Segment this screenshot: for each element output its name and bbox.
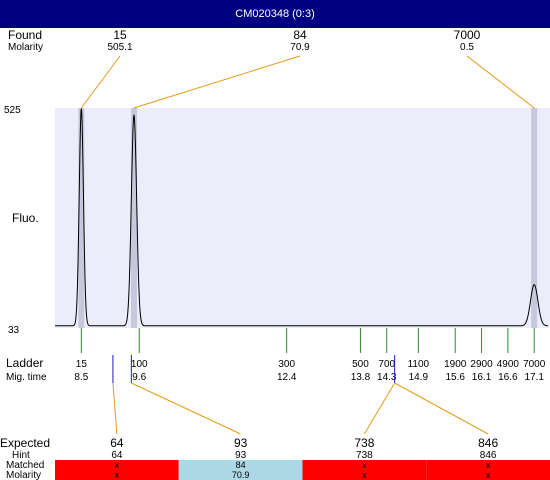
ladder-row-label: Ladder: [6, 356, 43, 370]
expected-molarity-0: x: [115, 470, 120, 480]
ladder-mig-time-5: 14.9: [409, 372, 429, 383]
expected-row-label: Expected: [0, 436, 50, 450]
ladder-mig-time-1: 9.6: [132, 372, 146, 383]
expected-status-cell-3: [426, 460, 550, 480]
ladder-mig-time-8: 16.6: [498, 372, 518, 383]
expected-molarity-2: x: [362, 470, 367, 480]
expected-molarity-1: 70.9: [232, 470, 250, 480]
ladder-size-5: 1100: [408, 359, 430, 370]
expected-connector-3: [394, 382, 489, 435]
expected-matched-1: 84: [236, 460, 246, 470]
expected-size-0: 64: [110, 436, 124, 450]
title-bar: CM020348 (0:3): [0, 0, 550, 28]
expected-hint-0: 64: [111, 450, 123, 461]
window-title: CM020348 (0:3): [235, 8, 315, 20]
expected-connector-2: [363, 382, 396, 435]
molarity-row-label: Molarity: [8, 42, 43, 53]
fluorescence-trace: [55, 108, 548, 327]
expected-status-cell-1: [178, 460, 303, 480]
expected-hint-2: 738: [356, 450, 373, 461]
found-molarity-1: 70.9: [290, 42, 310, 53]
ladder-size-2: 300: [278, 359, 295, 370]
expected-size-2: 738: [354, 436, 374, 450]
expected-connector-0: [112, 382, 118, 435]
expected-matched-3: x: [486, 460, 491, 470]
found-size-2: 7000: [454, 28, 481, 42]
expected-matched-0: x: [115, 460, 120, 470]
ladder-mig-time-0: 8.5: [74, 372, 88, 383]
found-connector-0: [80, 55, 121, 109]
expected-status-cell-0: [55, 460, 179, 480]
expected-size-1: 93: [234, 436, 248, 450]
ladder-mig-time-4: 14.3: [377, 372, 397, 383]
y-axis-label: Fluo.: [12, 211, 39, 225]
ladder-mig-time-7: 16.1: [472, 372, 492, 383]
y-tick-bottom: 33: [8, 325, 20, 336]
ladder-size-1: 100: [131, 359, 148, 370]
mig-time-row-label: Mig. time: [6, 372, 47, 383]
ladder-size-7: 2900: [470, 359, 493, 370]
expected-hint-3: 846: [480, 450, 497, 461]
found-molarity-2: 0.5: [460, 42, 474, 53]
hint-row-label: Hint: [12, 450, 30, 461]
molarity-bottom-label: Molarity: [6, 470, 41, 480]
peak-band-0: [78, 108, 85, 328]
ladder-size-4: 700: [378, 359, 395, 370]
found-connector-2: [466, 55, 535, 109]
ladder-mig-time-2: 12.4: [277, 372, 297, 383]
ladder-mig-time-6: 15.6: [445, 372, 465, 383]
expected-size-3: 846: [478, 436, 498, 450]
ladder-size-0: 15: [76, 359, 88, 370]
expected-molarity-3: x: [486, 470, 491, 480]
expected-connector-1: [131, 382, 241, 435]
y-tick-top: 525: [4, 105, 21, 116]
peak-band-2: [531, 108, 538, 328]
found-row-label: Found: [8, 28, 42, 42]
found-size-0: 15: [113, 28, 127, 42]
ladder-size-8: 4900: [497, 359, 520, 370]
peak-band-1: [130, 108, 137, 328]
found-molarity-0: 505.1: [107, 42, 132, 53]
ladder-mig-time-3: 13.8: [351, 372, 371, 383]
ladder-size-6: 1900: [444, 359, 467, 370]
found-connector-1: [133, 55, 301, 109]
ladder-size-9: 7000: [523, 359, 546, 370]
expected-status-cell-2: [302, 460, 427, 480]
found-size-1: 84: [293, 28, 307, 42]
ladder-mig-time-9: 17.1: [524, 372, 544, 383]
ladder-size-3: 500: [352, 359, 369, 370]
expected-hint-1: 93: [235, 450, 247, 461]
matched-row-label: Matched: [6, 460, 44, 471]
expected-matched-2: x: [362, 460, 367, 470]
